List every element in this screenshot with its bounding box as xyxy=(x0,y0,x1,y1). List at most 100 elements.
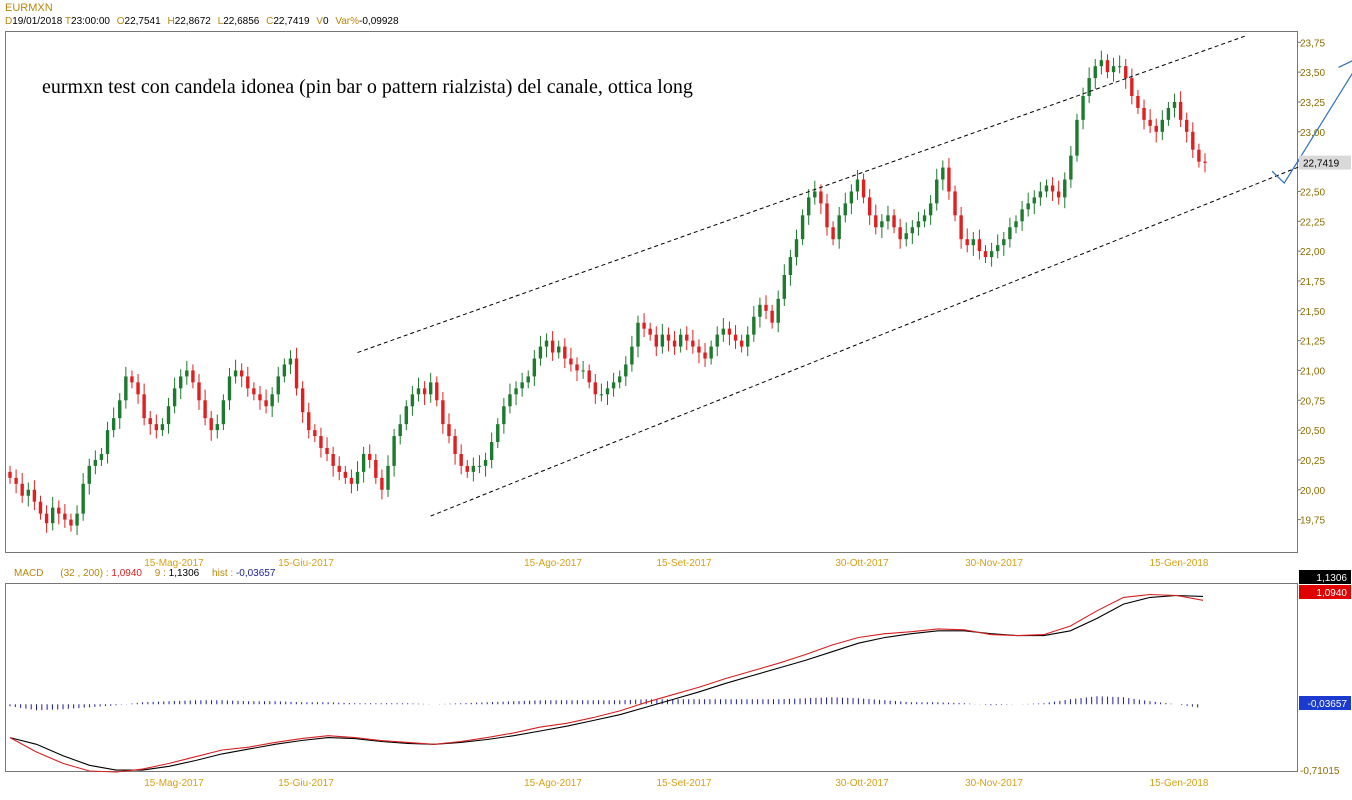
candle xyxy=(617,370,622,389)
candle-body xyxy=(569,358,573,365)
candle-body xyxy=(1160,119,1165,132)
candle-body xyxy=(727,328,732,335)
macd-date-label: 15-Giu-2017 xyxy=(278,778,334,789)
candle xyxy=(172,377,177,414)
candle-body xyxy=(313,430,317,437)
candle xyxy=(532,350,537,386)
candle xyxy=(959,206,963,249)
candle xyxy=(1148,109,1152,133)
candle-body xyxy=(831,227,835,240)
candle-body xyxy=(776,298,780,323)
candle-body xyxy=(746,334,750,347)
candle xyxy=(361,446,366,483)
candle-body xyxy=(935,179,939,204)
candle xyxy=(246,366,250,397)
macd-line xyxy=(9,593,1204,773)
macd-signal-tag-bg xyxy=(1299,570,1351,584)
candle-body xyxy=(349,477,354,484)
candle xyxy=(648,322,652,341)
candle xyxy=(343,465,348,484)
candle xyxy=(8,465,12,484)
candle-body xyxy=(520,382,524,389)
candle-body xyxy=(971,239,976,246)
candle-body xyxy=(916,221,921,228)
candle-body xyxy=(532,358,537,377)
candle-body xyxy=(636,322,640,347)
candle xyxy=(118,393,122,429)
candle-body xyxy=(758,304,762,317)
candle-body xyxy=(1026,203,1030,210)
candle-body xyxy=(1154,125,1158,132)
candle xyxy=(739,334,744,353)
candle-body xyxy=(959,215,963,240)
price-tick-label: 23,25 xyxy=(1300,98,1325,109)
macd-hist-tag-bg xyxy=(1299,696,1351,710)
candle-body xyxy=(996,245,1000,252)
price-tick-label: 21,00 xyxy=(1300,366,1325,377)
candle xyxy=(483,452,488,477)
candle-body xyxy=(288,358,293,365)
candle-body xyxy=(227,376,232,401)
macd-lines xyxy=(9,593,1204,773)
candle-body xyxy=(861,179,866,198)
candle-body xyxy=(733,334,738,341)
candle-body xyxy=(118,400,122,419)
candle-body xyxy=(57,507,61,514)
candle-body xyxy=(459,453,463,466)
candle-body xyxy=(252,388,256,395)
candle xyxy=(447,413,451,444)
candle-body xyxy=(928,203,933,216)
candle-body xyxy=(172,388,177,407)
candle xyxy=(837,206,841,249)
candle-body xyxy=(904,233,908,240)
candle xyxy=(93,450,98,475)
price-tick-label: 22,50 xyxy=(1300,187,1325,198)
candle xyxy=(983,245,988,264)
candle xyxy=(715,326,719,357)
candle xyxy=(337,456,341,481)
candle-body xyxy=(477,465,482,467)
candle-body xyxy=(678,334,683,347)
candle-body xyxy=(404,406,409,425)
candle-body xyxy=(32,489,37,502)
candle xyxy=(611,372,616,397)
price-axis: 23,7523,5023,2523,0022,7522,5022,2522,00… xyxy=(1297,38,1325,527)
candle-body xyxy=(130,376,134,383)
candle-body xyxy=(20,483,24,496)
candle-body xyxy=(1081,95,1085,120)
candle-body xyxy=(660,334,665,347)
candle-body xyxy=(148,418,152,425)
candle-body xyxy=(965,239,969,246)
price-date-label: 15-Gen-2018 xyxy=(1150,558,1209,569)
candle xyxy=(831,221,835,246)
candle-body xyxy=(892,215,896,228)
candle-body xyxy=(203,400,207,419)
candle xyxy=(1136,90,1140,114)
candle-body xyxy=(886,215,890,222)
candle xyxy=(300,381,305,423)
candle xyxy=(404,400,409,431)
candle xyxy=(892,209,896,234)
candle-body xyxy=(1124,66,1128,79)
candle-body xyxy=(703,352,707,359)
macd-date-label: 30-Nov-2017 xyxy=(965,778,1023,789)
candle xyxy=(867,189,872,225)
price-tick-label: 22,00 xyxy=(1300,247,1325,258)
candle-body xyxy=(1197,149,1201,162)
candle xyxy=(502,397,506,434)
macd-histogram xyxy=(9,696,1199,711)
candle-body xyxy=(435,382,439,401)
price-tick-label: 20,75 xyxy=(1300,396,1325,407)
macd-date-label: 15-Set-2017 xyxy=(656,778,711,789)
candle xyxy=(886,205,890,230)
candle xyxy=(666,327,671,352)
candle xyxy=(1093,59,1097,89)
candle-body xyxy=(630,346,634,365)
candle-body xyxy=(392,436,396,466)
candle-body xyxy=(44,513,49,524)
candle-body xyxy=(453,436,457,454)
candle-body xyxy=(93,459,98,466)
candle xyxy=(1020,201,1024,231)
candle xyxy=(1160,110,1165,141)
